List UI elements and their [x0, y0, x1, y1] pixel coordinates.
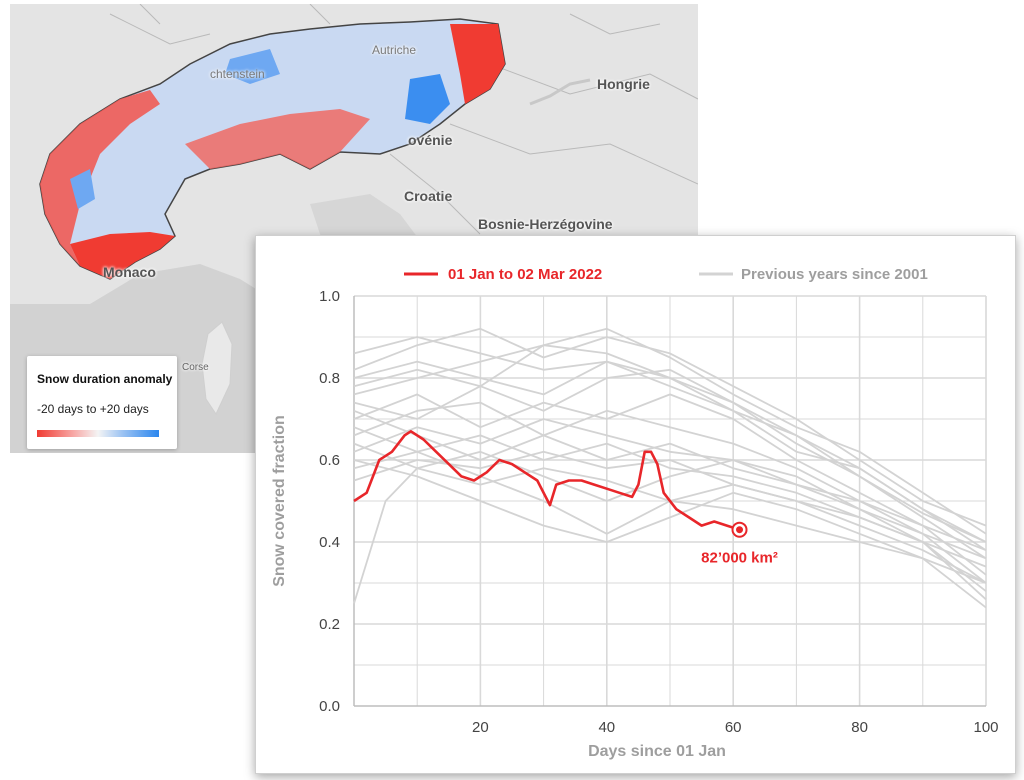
- tick-layer: 20 40 60 80 100 0.0 0.2 0.4 0.6 0.8 1.0: [319, 288, 998, 736]
- last-point-marker-dot: [736, 526, 744, 534]
- y-tick-label: 0.2: [319, 616, 340, 633]
- legend-color-scale: [37, 430, 159, 437]
- x-tick-label: 80: [851, 719, 868, 736]
- previous-year-line: [353, 327, 987, 527]
- previous-year-line: [353, 393, 987, 576]
- last-point-annotation: 82’000 km²: [701, 550, 778, 567]
- previous-year-line: [353, 368, 987, 560]
- y-tick-label: 1.0: [319, 288, 340, 305]
- current-year-line: [353, 430, 740, 531]
- y-axis-title: Snow covered fraction: [271, 415, 288, 587]
- current-year-layer: [353, 430, 740, 531]
- label-hongrie: Hongrie: [597, 76, 650, 92]
- legend-title: Snow duration anomaly: [37, 372, 173, 386]
- river: [529, 78, 591, 106]
- corsica-island: [201, 321, 233, 416]
- anomaly-positive-north: [225, 49, 280, 84]
- label-bosnie: Bosnie-Herzégovine: [478, 216, 613, 232]
- previous-year-line: [353, 450, 987, 584]
- anomaly-positive-west: [70, 169, 95, 209]
- country-borders: [109, 4, 698, 235]
- previous-year-line: [353, 418, 987, 592]
- label-croatie: Croatie: [404, 188, 453, 204]
- legend-previous-label: Previous years since 2001: [741, 266, 928, 283]
- label-liechtenstein: chtenstein: [210, 67, 265, 81]
- anomaly-positive-east: [405, 74, 450, 124]
- previous-year-line: [353, 442, 987, 552]
- x-axis-title: Days since 01 Jan: [588, 743, 726, 760]
- anomaly-negative-central: [185, 109, 370, 169]
- legend-current-label: 01 Jan to 02 Mar 2022: [448, 266, 602, 283]
- annotation-layer: 82’000 km²: [701, 521, 778, 567]
- y-tick-label: 0.8: [319, 370, 340, 387]
- x-tick-label: 40: [598, 719, 615, 736]
- snow-cover-chart: 20 40 60 80 100 0.0 0.2 0.4 0.6 0.8 1.0 82’000 km²…: [271, 266, 999, 760]
- anomaly-negative-south: [70, 232, 175, 279]
- x-tick-label: 100: [973, 719, 998, 736]
- anomaly-negative-west: [40, 90, 160, 266]
- previous-year-line: [353, 459, 987, 584]
- previous-year-line: [353, 401, 987, 584]
- snow-cover-chart-panel: 20 40 60 80 100 0.0 0.2 0.4 0.6 0.8 1.0 82’000 km²…: [255, 235, 1016, 774]
- previous-year-line: [353, 327, 987, 535]
- previous-year-line: [353, 409, 987, 560]
- anomaly-negative-east: [450, 24, 505, 104]
- x-tick-label: 60: [725, 719, 742, 736]
- label-monaco: Monaco: [103, 264, 156, 280]
- label-autriche: Autriche: [372, 43, 417, 57]
- previous-year-line: [353, 467, 987, 609]
- x-tick-label: 20: [472, 719, 489, 736]
- y-tick-label: 0.4: [319, 534, 340, 551]
- y-tick-label: 0.0: [319, 698, 340, 715]
- legend-range: -20 days to +20 days: [37, 402, 149, 416]
- map-legend: Snow duration anomaly -20 days to +20 da…: [27, 356, 177, 449]
- previous-year-line: [353, 344, 987, 543]
- label-corse: Corse: [182, 362, 209, 373]
- y-tick-label: 0.6: [319, 452, 340, 469]
- label-slovenie: ovénie: [408, 132, 453, 148]
